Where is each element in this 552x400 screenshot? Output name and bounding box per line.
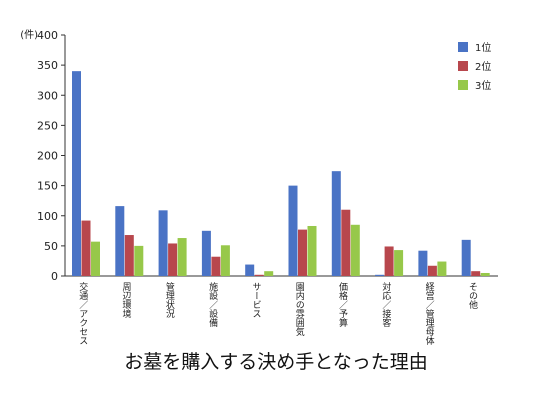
- x-tick-label: 園内の雰囲気: [294, 282, 305, 337]
- bar-2-10: [471, 271, 481, 276]
- bar-2-9: [427, 265, 437, 276]
- y-unit-label: (件): [20, 29, 38, 41]
- x-tick-label: 周辺環境: [121, 282, 132, 319]
- legend-label: 1位: [475, 41, 491, 54]
- legend-swatch: [458, 42, 468, 52]
- x-tick-label: 施設／設備: [207, 281, 218, 328]
- x-tick-label: 対応／接客: [380, 281, 391, 327]
- bar-3-6: [307, 225, 317, 276]
- y-tick-label: 300: [37, 89, 58, 102]
- legend-swatch: [458, 61, 468, 71]
- bar-1-7: [331, 171, 341, 276]
- chart-title: お墓を購入する決め手となった理由: [124, 351, 428, 373]
- bar-3-1: [91, 241, 100, 276]
- x-axis: 交通／アクセス 周辺環境 管理状況 施設／設備 サービス 園内の雰囲気 価格／予算 対応／接客…: [65, 275, 498, 346]
- bar-1-2: [115, 206, 125, 276]
- bar-3-10: [480, 272, 490, 276]
- x-tick-label: 価格／予算: [337, 281, 348, 328]
- legend-swatch: [458, 80, 468, 90]
- x-tick-label: 経営／管理母体: [424, 281, 435, 346]
- bar-1-1: [72, 71, 81, 277]
- bar-3-7: [350, 224, 360, 276]
- x-tick-label: サービス: [250, 282, 261, 318]
- bar-2-1: [81, 220, 91, 276]
- bar-1-8: [375, 274, 385, 276]
- y-axis: 0 50 100 150 200 250 300 350 400: [37, 29, 66, 283]
- bar-2-7: [341, 209, 351, 276]
- y-tick-label: 0: [51, 270, 58, 283]
- bar-3-3: [177, 238, 187, 276]
- bar-2-5: [254, 274, 264, 276]
- legend: 1位 2位 3位: [458, 41, 491, 92]
- bar-3-8: [394, 250, 404, 276]
- y-tick-label: 250: [37, 119, 58, 132]
- bar-2-4: [211, 256, 221, 276]
- y-tick-label: 150: [37, 180, 58, 193]
- bar-3-4: [220, 245, 230, 276]
- bar-2-6: [298, 229, 307, 276]
- bar-1-5: [245, 264, 255, 276]
- bar-2-2: [124, 235, 134, 276]
- y-tick-label: 200: [37, 150, 58, 163]
- bar-1-9: [418, 250, 428, 276]
- y-tick-label: 400: [37, 29, 58, 42]
- bar-1-10: [461, 239, 471, 276]
- x-tick-label: その他: [467, 282, 478, 310]
- bar-1-6: [288, 185, 298, 276]
- y-tick-label: 100: [37, 210, 58, 223]
- legend-label: 3位: [475, 79, 491, 92]
- x-tick-label: 管理状況: [164, 281, 175, 319]
- bar-3-9: [437, 261, 447, 276]
- legend-label: 2位: [475, 60, 491, 73]
- bar-1-4: [201, 230, 211, 276]
- y-tick-label: 50: [44, 240, 58, 253]
- bar-2-8: [384, 246, 394, 276]
- bar-3-5: [264, 271, 274, 276]
- bar-1-3: [158, 210, 168, 276]
- bars: [72, 71, 490, 277]
- y-tick-label: 350: [37, 59, 58, 72]
- x-tick-label: 交通／アクセス: [77, 281, 88, 345]
- bar-3-2: [134, 245, 144, 276]
- bar-2-3: [168, 243, 178, 276]
